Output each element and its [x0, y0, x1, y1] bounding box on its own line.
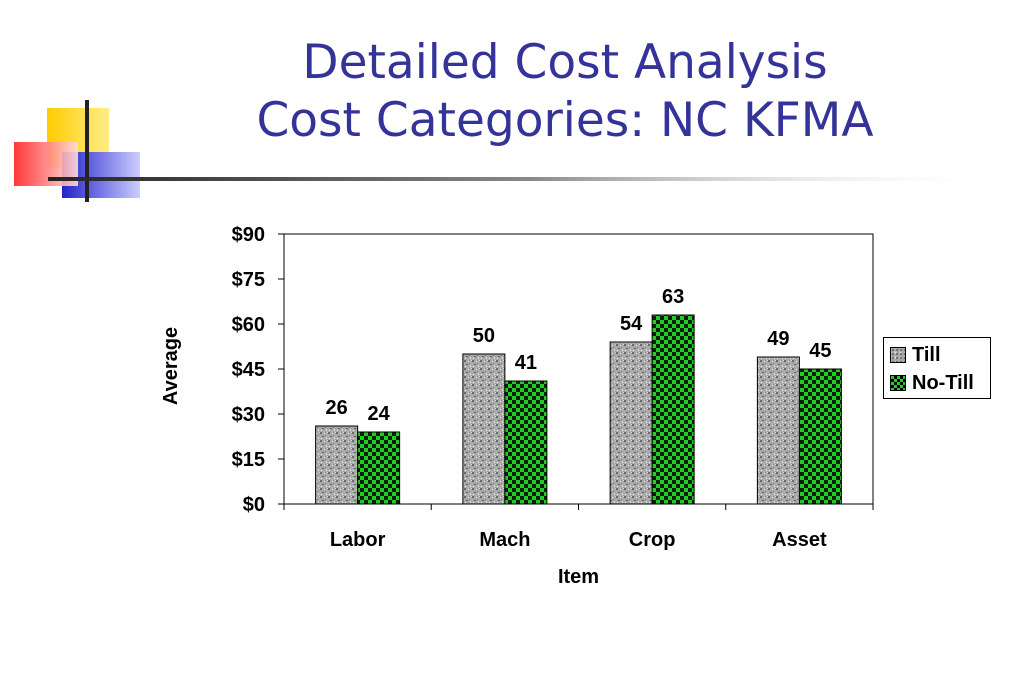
y-tick-label: $60 [232, 314, 265, 336]
title-line-2: Cost Categories: NC KFMA [256, 93, 874, 148]
data-label: 50 [473, 325, 495, 347]
x-axis-title: Item [558, 566, 599, 588]
legend-label-no-till: No-Till [912, 371, 974, 394]
bar-no-till [504, 380, 548, 505]
bar-till [609, 341, 653, 505]
bar-no-till [651, 314, 695, 505]
data-label: 54 [620, 313, 643, 335]
y-axis-title: Average [160, 327, 182, 405]
y-tick-label: $90 [232, 224, 265, 246]
y-tick-label: $30 [232, 404, 265, 426]
bar-till [315, 425, 359, 505]
bar-no-till [798, 368, 842, 505]
y-tick-label: $15 [232, 449, 265, 471]
deco-horizontal-rule [48, 177, 1008, 181]
chart-legend: Till No-Till [883, 337, 991, 399]
y-tick-label: $45 [232, 359, 265, 381]
legend-item-no-till: No-Till [890, 372, 974, 394]
legend-label-till: Till [912, 343, 941, 366]
title-line-1: Detailed Cost Analysis [302, 35, 828, 90]
slide-title: Detailed Cost Analysis Cost Categories: … [150, 34, 980, 150]
bar-till [462, 353, 506, 505]
data-label: 41 [515, 352, 537, 374]
bar-no-till [357, 431, 401, 505]
data-label: 45 [809, 340, 831, 362]
bar-till [756, 356, 800, 505]
legend-swatch-no-till [890, 375, 906, 391]
decorative-header-graphic [14, 100, 1008, 202]
data-label: 26 [326, 397, 348, 419]
x-tick-label: Crop [629, 529, 676, 551]
plot-area: $0 $15 $30 $45 $60 $75 $90 Labor 26 24 Mach 50 41 Cro… [160, 224, 874, 588]
x-tick-label: Mach [479, 529, 530, 551]
deco-vertical-line [85, 100, 89, 202]
x-tick-label: Asset [772, 529, 827, 551]
legend-swatch-till [890, 347, 906, 363]
data-label: 24 [368, 403, 391, 425]
y-tick-label: $75 [232, 269, 265, 291]
legend-item-till: Till [890, 344, 941, 366]
y-tick-label: $0 [243, 494, 265, 516]
x-tick-label: Labor [330, 529, 386, 551]
data-label: 49 [767, 328, 789, 350]
data-label: 63 [662, 286, 684, 308]
